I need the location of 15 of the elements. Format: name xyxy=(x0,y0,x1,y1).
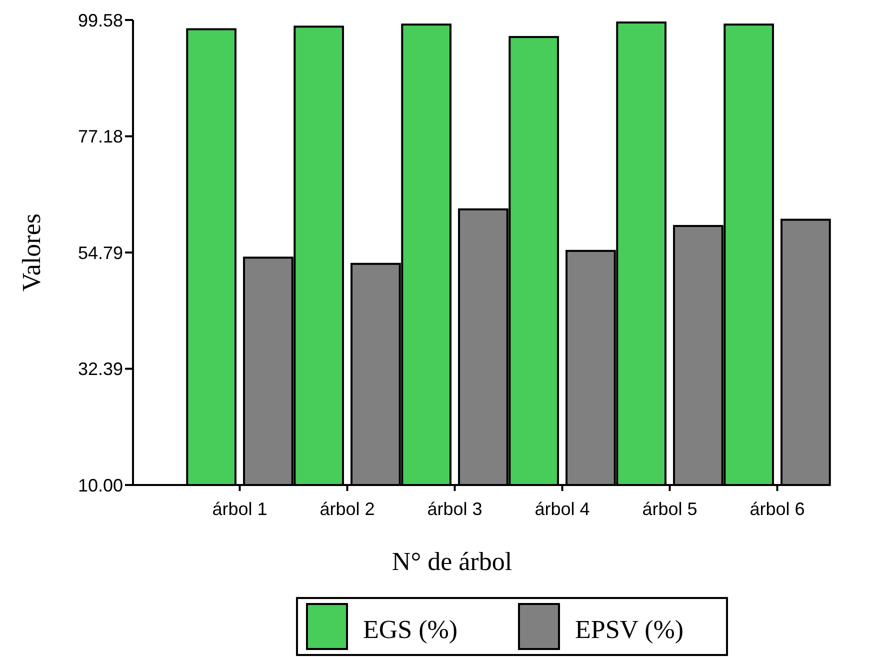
x-tick-label: árbol 5 xyxy=(642,499,698,519)
x-axis-title: N° de árbol xyxy=(392,547,512,576)
x-tick-label: árbol 3 xyxy=(427,499,482,519)
y-tick-label: 54.79 xyxy=(78,242,123,263)
y-tick-label: 32.39 xyxy=(78,359,123,380)
x-tick-label: árbol 4 xyxy=(534,499,590,519)
y-tick-label: 99.58 xyxy=(78,10,123,30)
x-tick-label: árbol 6 xyxy=(750,499,805,519)
x-tick-label: árbol 2 xyxy=(320,499,375,519)
legend-label: EPSV (%) xyxy=(575,615,684,644)
y-axis-title: Valores xyxy=(17,214,46,292)
x-tick-label: árbol 1 xyxy=(212,499,268,519)
y-tick-label: 10.00 xyxy=(78,475,123,496)
legend-label: EGS (%) xyxy=(363,615,458,644)
y-tick-label: 77.18 xyxy=(78,126,123,147)
